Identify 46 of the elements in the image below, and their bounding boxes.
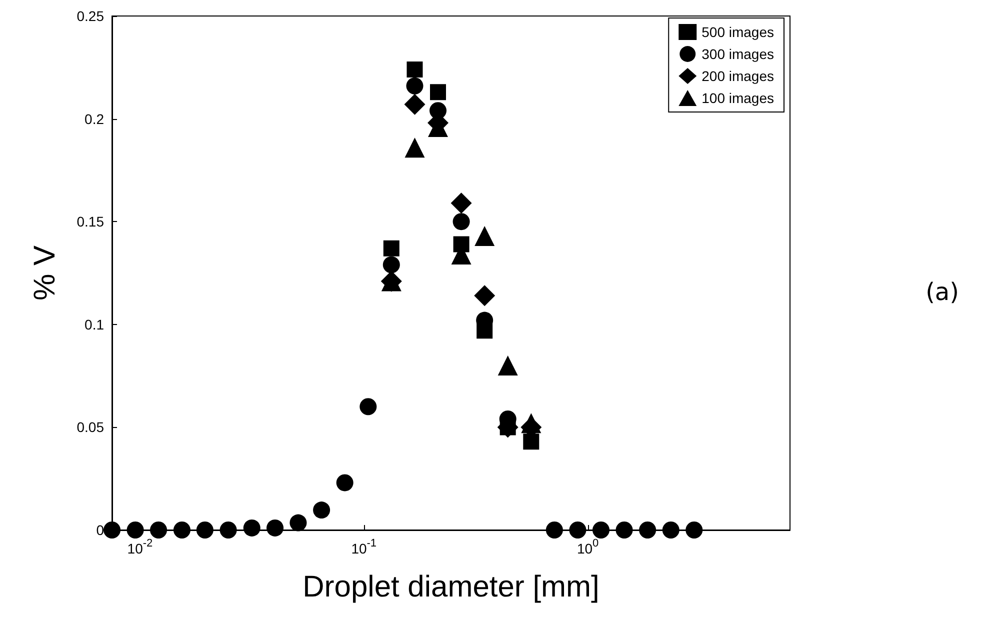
y-axis-title: % V — [28, 245, 62, 301]
y-tick-label: 0.15 — [76, 214, 104, 230]
point — [404, 94, 426, 115]
y-tick-label: 0.25 — [76, 8, 104, 24]
legend-label: 200 images — [702, 68, 774, 84]
y-tick-label: 0.05 — [76, 419, 104, 436]
point — [336, 474, 354, 492]
legend-label: 500 images — [702, 24, 774, 40]
point — [104, 522, 120, 538]
y-tick-label: 0 — [96, 522, 104, 538]
point — [450, 192, 472, 214]
point — [243, 519, 260, 536]
point — [592, 522, 610, 538]
y-tick-label: 0.2 — [84, 110, 104, 127]
point — [523, 434, 540, 450]
legend-label: 300 images — [702, 46, 774, 62]
legend-label: 100 images — [702, 90, 774, 106]
point — [383, 240, 400, 256]
point — [430, 84, 446, 100]
point — [173, 522, 190, 538]
point — [382, 256, 400, 274]
point — [290, 514, 307, 532]
point — [126, 522, 144, 538]
point — [686, 522, 703, 538]
point — [404, 138, 425, 158]
point — [521, 413, 542, 434]
point — [313, 502, 330, 519]
point — [220, 522, 237, 538]
text: (a) — [926, 278, 960, 306]
point — [150, 522, 168, 538]
x-axis-title: Droplet diameter [mm] — [302, 570, 600, 604]
point — [616, 522, 633, 538]
point — [474, 226, 495, 246]
point — [639, 522, 656, 538]
point — [406, 61, 423, 78]
point — [662, 522, 680, 538]
point — [266, 519, 284, 536]
point — [569, 522, 586, 538]
point — [498, 356, 518, 376]
point — [196, 522, 214, 538]
point — [360, 398, 377, 416]
point — [546, 522, 563, 538]
point — [474, 285, 496, 306]
point — [452, 213, 470, 230]
point — [406, 77, 424, 94]
y-tick-label: 0.1 — [84, 316, 104, 332]
